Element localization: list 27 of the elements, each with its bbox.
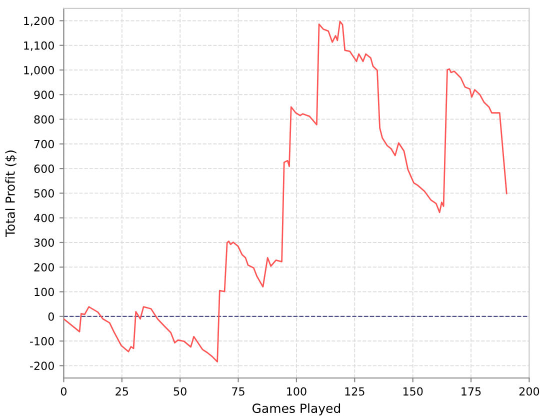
x-tick-label: 150 <box>403 387 423 396</box>
line-series <box>64 20 508 362</box>
y-tick-label: 800 <box>34 115 54 124</box>
x-tick-label: 175 <box>462 387 481 396</box>
y-tick-label: 100 <box>34 288 54 296</box>
y-tick-label: 1,100 <box>24 41 54 51</box>
x-tick-label: 0 <box>60 387 67 396</box>
x-axis-title: Games Played <box>252 403 340 416</box>
y-axis-title: Total Profit ($) <box>5 150 17 237</box>
x-tick-label: 50 <box>174 387 186 396</box>
y-tick-label: 600 <box>34 164 54 173</box>
y-tick-label: 0 <box>48 312 54 321</box>
y-tick-label: 200 <box>34 263 54 272</box>
y-tick-label: 900 <box>34 90 54 100</box>
x-tick-label: 125 <box>345 387 364 396</box>
x-tick-label: 200 <box>519 387 540 396</box>
x-tick-label: 75 <box>232 387 244 396</box>
y-tick-label: -100 <box>30 337 54 346</box>
y-tick-label: 300 <box>34 238 54 247</box>
y-tick-label: 1,000 <box>24 66 54 76</box>
y-tick-label: 700 <box>34 140 54 148</box>
y-tick-label: 400 <box>34 214 54 222</box>
y-tick-label: -200 <box>30 362 54 370</box>
x-tick-label: 100 <box>287 387 306 396</box>
y-tick-label: 1,200 <box>24 16 54 26</box>
y-tick-label: 500 <box>34 189 54 198</box>
x-tick-label: 25 <box>116 387 128 396</box>
